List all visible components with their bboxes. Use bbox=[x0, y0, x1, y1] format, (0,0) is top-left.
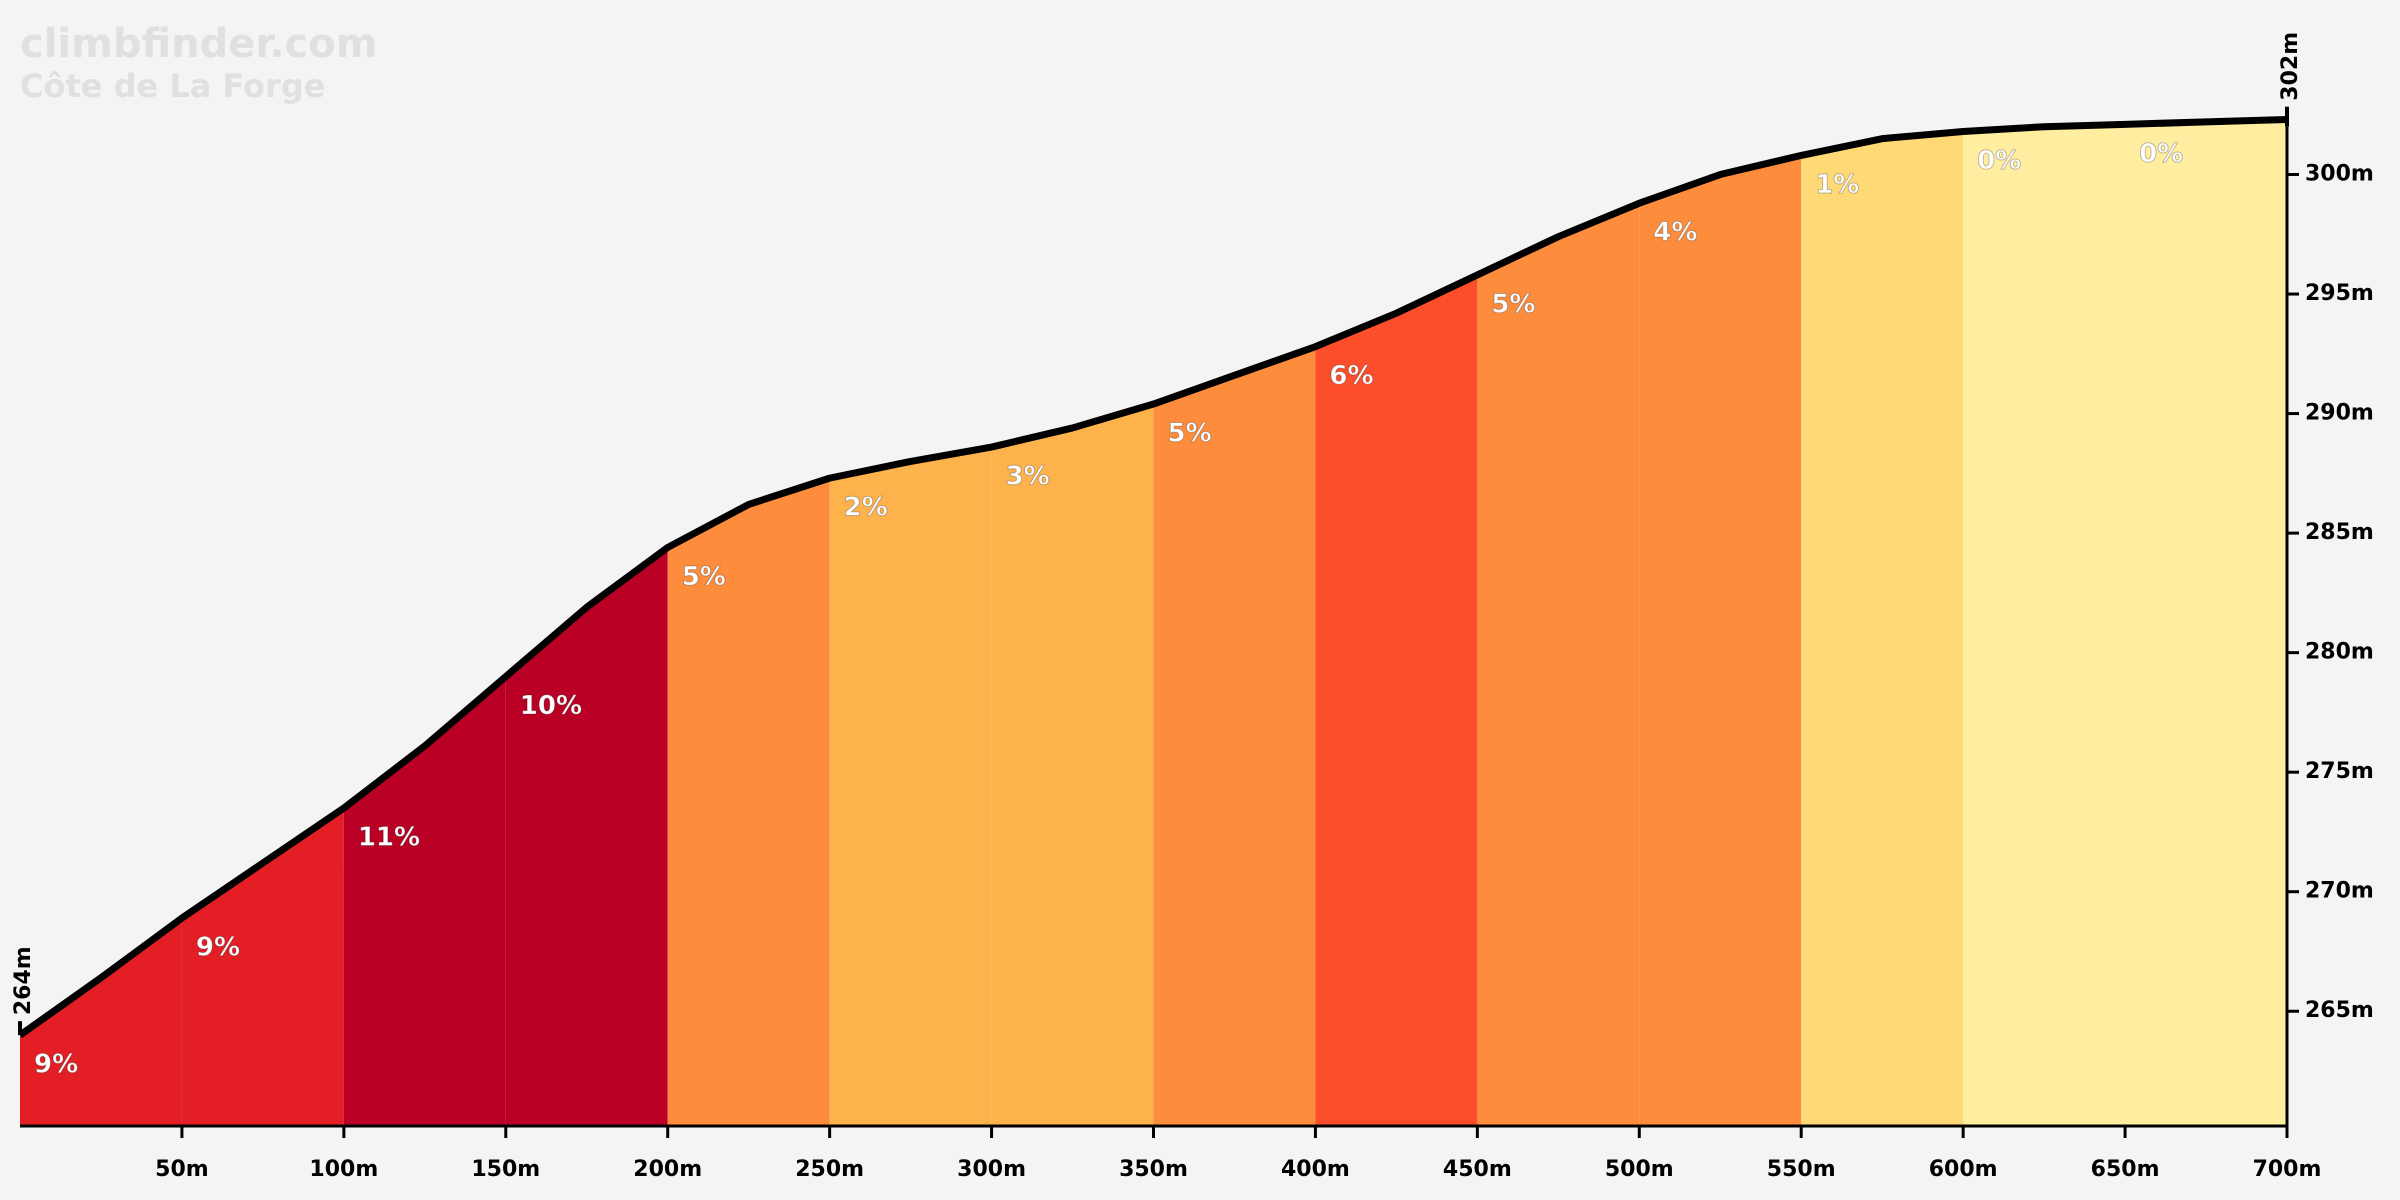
grade-segment bbox=[343, 676, 506, 1126]
grade-label: 0% bbox=[1977, 146, 2021, 176]
end-elevation-label: 302m bbox=[2278, 32, 2303, 101]
x-tick-label: 350m bbox=[1119, 1157, 1188, 1182]
x-tick-label: 550m bbox=[1767, 1157, 1836, 1182]
grade-label: 5% bbox=[1168, 419, 1212, 449]
grade-label: 11% bbox=[358, 823, 420, 853]
y-tick-label: 280m bbox=[2305, 640, 2374, 665]
chart-subtitle: Côte de La Forge bbox=[20, 67, 325, 105]
y-tick-label: 295m bbox=[2305, 281, 2374, 306]
x-tick-label: 50m bbox=[155, 1157, 209, 1182]
grade-label: 5% bbox=[1491, 289, 1535, 319]
start-elevation-label: 264m bbox=[11, 946, 36, 1015]
x-tick-label: 600m bbox=[1929, 1157, 1998, 1182]
grade-segment bbox=[1639, 155, 1802, 1127]
grade-label: 5% bbox=[682, 562, 726, 592]
grade-segment bbox=[181, 808, 344, 1126]
grade-label: 1% bbox=[1815, 170, 1859, 200]
grade-segment bbox=[1801, 131, 1964, 1126]
grade-segment bbox=[505, 547, 668, 1126]
y-tick-label: 265m bbox=[2305, 998, 2374, 1023]
x-tick-label: 500m bbox=[1605, 1157, 1674, 1182]
x-tick-label: 450m bbox=[1443, 1157, 1512, 1182]
x-tick-label: 100m bbox=[309, 1157, 378, 1182]
y-tick-label: 300m bbox=[2305, 162, 2374, 187]
grade-segment bbox=[2125, 119, 2287, 1127]
grade-label: 9% bbox=[34, 1050, 78, 1080]
grade-segment bbox=[1477, 203, 1640, 1127]
x-tick-label: 700m bbox=[2253, 1157, 2322, 1182]
grade-segment bbox=[1315, 274, 1478, 1127]
grade-label: 0% bbox=[2139, 139, 2183, 169]
y-tick-label: 285m bbox=[2305, 520, 2374, 545]
grade-label: 3% bbox=[1006, 462, 1050, 492]
grade-label: 2% bbox=[844, 493, 888, 523]
grade-label: 4% bbox=[1653, 218, 1697, 248]
grade-label: 9% bbox=[196, 933, 240, 963]
grade-segment bbox=[1963, 124, 2126, 1127]
grade-segment bbox=[991, 404, 1154, 1126]
y-tick-label: 275m bbox=[2305, 759, 2374, 784]
grade-segment bbox=[1153, 346, 1316, 1126]
x-tick-label: 150m bbox=[471, 1157, 540, 1182]
grade-segment bbox=[667, 478, 830, 1127]
y-tick-label: 290m bbox=[2305, 401, 2374, 426]
grade-segment bbox=[20, 918, 182, 1126]
grade-segment bbox=[829, 447, 992, 1126]
y-tick-label: 270m bbox=[2305, 879, 2374, 904]
x-tick-label: 650m bbox=[2091, 1157, 2160, 1182]
grade-label: 10% bbox=[520, 691, 582, 721]
x-tick-label: 300m bbox=[957, 1157, 1026, 1182]
elevation-line bbox=[17, 116, 2288, 1039]
x-tick-label: 200m bbox=[633, 1157, 702, 1182]
chart-title: climbfinder.com bbox=[20, 21, 377, 67]
grade-label: 6% bbox=[1329, 361, 1373, 391]
x-tick-label: 250m bbox=[795, 1157, 864, 1182]
x-tick-label: 400m bbox=[1281, 1157, 1350, 1182]
